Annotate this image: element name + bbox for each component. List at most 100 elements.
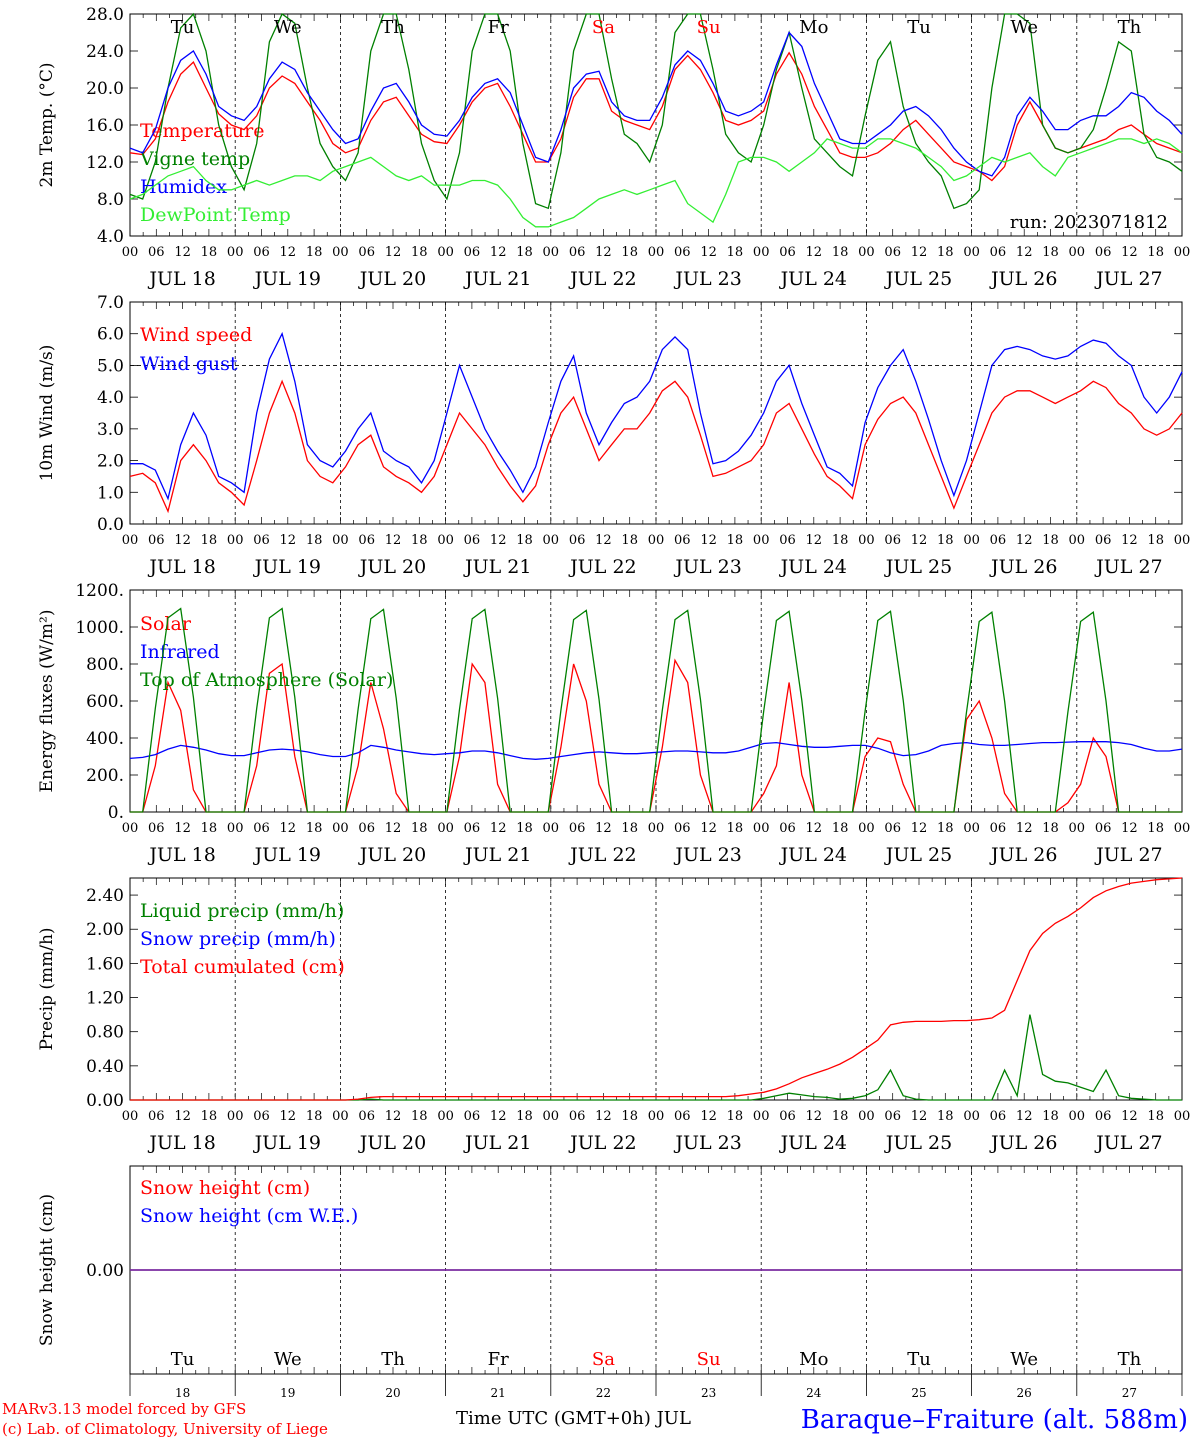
y-tick-label: 4.0 [97,227,124,247]
series-line-blue [129,31,1183,177]
x-hour-label: 06 [464,533,481,548]
day-name: Sa [592,1349,615,1370]
x-hour-label: 18 [937,1109,954,1124]
x-hour-label: 18 [411,1109,428,1124]
x-hour-label: 06 [884,821,901,836]
x-hour-label: 18 [937,245,954,260]
x-hour-label: 18 [411,245,428,260]
x-hour-label: 18 [516,1109,533,1124]
day-number: 27 [1122,1386,1137,1400]
x-hour-label: 18 [832,821,849,836]
legend-entry: Wind gust [140,353,238,375]
x-hour-label: 00 [122,821,139,836]
day-name: Mo [799,1349,828,1370]
x-date-label: JUL 20 [358,1132,426,1154]
y-tick-label: 3.0 [97,420,124,440]
day-name: Tu [907,17,931,38]
legend-entry: Liquid precip (mm/h) [140,900,344,922]
x-hour-label: 18 [727,245,744,260]
x-date-label: JUL 21 [463,556,531,578]
x-hour-label: 18 [937,533,954,548]
x-hour-label: 06 [674,533,691,548]
x-date-label: JUL 24 [779,556,847,578]
x-hour-label: 12 [806,245,823,260]
x-hour-label: 12 [1121,245,1138,260]
y-tick-label: 24.0 [86,42,124,62]
x-hour-label: 18 [1042,821,1059,836]
series-line-green [130,607,1182,813]
x-hour-label: 06 [253,821,270,836]
x-hour-label: 12 [1016,821,1033,836]
x-hour-label: 18 [1042,533,1059,548]
x-hour-label: 18 [306,1109,323,1124]
x-date-label: JUL 21 [463,1132,531,1154]
x-date-label: JUL 19 [253,1132,321,1154]
y-tick-label: 16.0 [86,116,124,136]
legend-entry: Wind speed [140,324,252,346]
x-date-label: JUL 26 [989,1132,1057,1154]
legend-entry: Solar [140,613,192,635]
x-hour-label: 18 [832,533,849,548]
day-number: 23 [701,1386,716,1400]
x-date-label: JUL 19 [253,268,321,290]
y-tick-label: 6.0 [97,325,124,345]
y-axis-label: Snow height (cm) [37,1194,57,1346]
x-hour-label: 06 [358,533,375,548]
x-hour-label: 12 [595,1109,612,1124]
x-hour-label: 06 [148,245,165,260]
y-tick-label: 2.40 [86,886,124,906]
x-hour-label: 18 [201,1109,218,1124]
legend-entry: Snow height (cm) [140,1177,310,1199]
legend-entry: Top of Atmosphere (Solar) [140,669,393,691]
y-tick-label: 600. [86,692,124,712]
credit-line-2: (c) Lab. of Climatology, University of L… [2,1420,328,1438]
x-hour-label: 00 [1174,821,1191,836]
x-hour-label: 00 [122,533,139,548]
x-hour-label: 12 [490,533,507,548]
x-date-label: JUL 21 [463,844,531,866]
x-hour-label: 06 [464,245,481,260]
x-hour-label: 06 [358,245,375,260]
x-hour-label: 18 [411,533,428,548]
x-hour-label: 18 [1042,1109,1059,1124]
x-hour-label: 12 [490,1109,507,1124]
series-line-red [130,658,1182,813]
legend-entry: Humidex [140,176,227,198]
x-hour-label: 00 [858,821,875,836]
x-hour-label: 00 [227,245,244,260]
day-number: 24 [806,1386,822,1400]
x-date-label: JUL 18 [147,556,215,578]
series-line-red [129,379,1183,514]
x-hour-label: 18 [516,245,533,260]
x-hour-label: 12 [174,533,191,548]
x-hour-label: 06 [884,1109,901,1124]
x-hour-label: 00 [332,821,349,836]
day-name: Mo [799,17,828,38]
x-hour-label: 18 [832,1109,849,1124]
day-name: We [274,1349,302,1370]
y-axis-label: Precip (mm/h) [37,927,57,1050]
x-hour-label: 00 [858,1109,875,1124]
x-date-label: JUL 21 [463,268,531,290]
x-date-label: JUL 26 [989,844,1057,866]
y-tick-label: 1200. [75,581,124,601]
x-date-label: JUL 25 [884,268,952,290]
x-hour-label: 12 [806,821,823,836]
x-hour-label: 06 [253,1109,270,1124]
legend-entry: Temperature [140,120,264,142]
x-date-label: JUL 23 [673,1132,741,1154]
y-tick-label: 8.0 [97,190,124,210]
x-hour-label: 00 [648,533,665,548]
x-hour-label: 18 [621,533,638,548]
x-hour-label: 12 [1121,1109,1138,1124]
y-tick-label: 0.40 [86,1057,124,1077]
x-date-label: JUL 27 [1094,1132,1162,1154]
x-hour-label: 12 [595,245,612,260]
x-hour-label: 12 [806,1109,823,1124]
x-hour-label: 12 [595,533,612,548]
legend-entry: DewPoint Temp [140,204,291,226]
run-label: run: 2023071812 [1010,212,1168,233]
x-hour-label: 00 [227,1109,244,1124]
x-hour-label: 06 [990,821,1007,836]
